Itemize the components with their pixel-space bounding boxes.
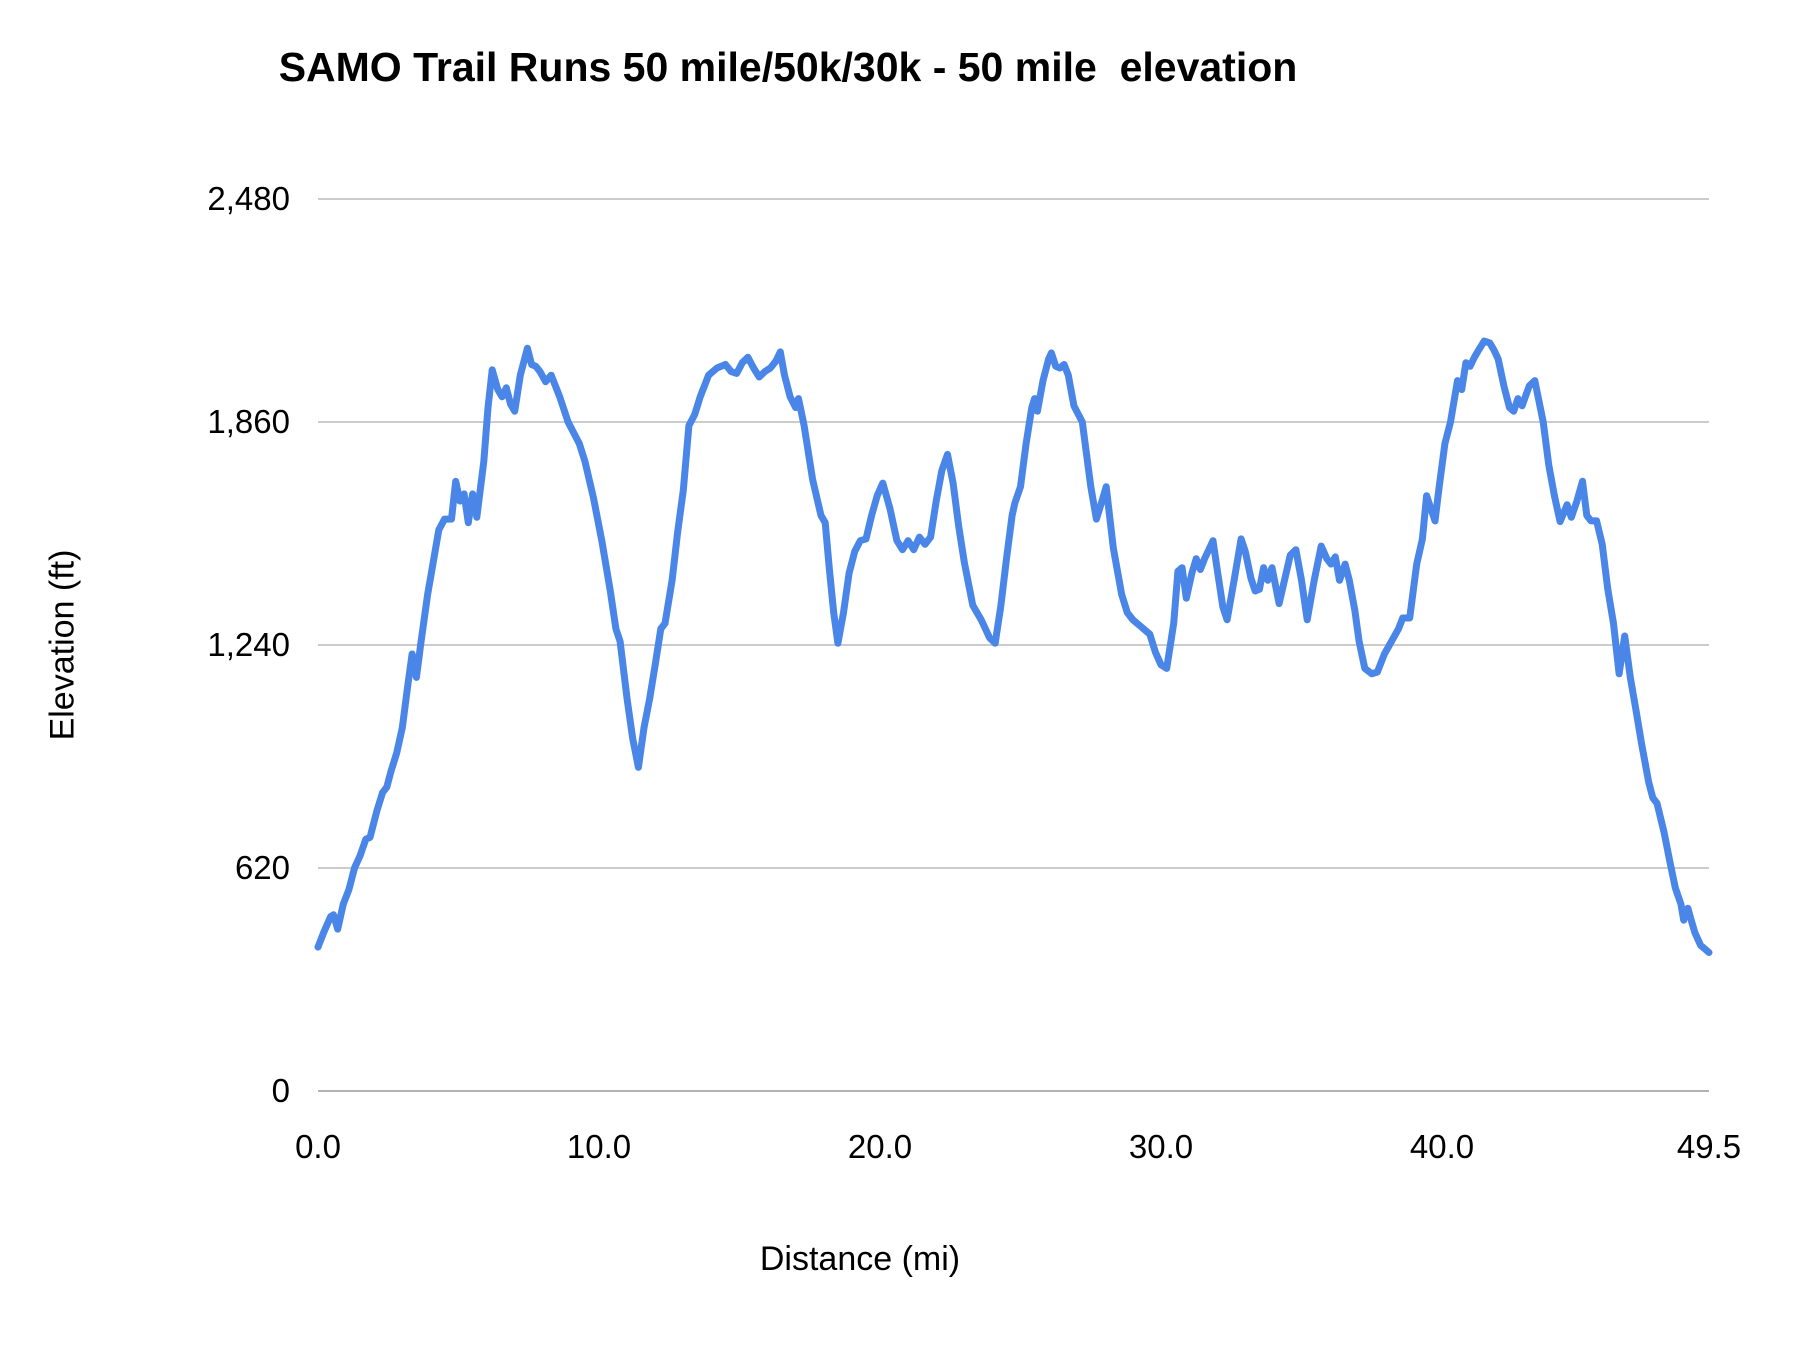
x-axis-title: Distance (mi) <box>759 1240 961 1278</box>
chart-title: SAMO Trail Runs 50 mile/50k/30k - 50 mil… <box>278 44 1298 90</box>
x-tick-label: 49.5 <box>1676 1128 1742 1165</box>
x-tick-label: 30.0 <box>1128 1128 1194 1165</box>
y-tick-label: 0 <box>271 1072 290 1109</box>
x-tick-label: 0.0 <box>295 1128 341 1165</box>
x-tick-label: 40.0 <box>1409 1128 1475 1165</box>
x-tick-label: 10.0 <box>566 1128 632 1165</box>
gridlines <box>318 198 1709 1092</box>
x-tick-label: 20.0 <box>847 1128 913 1165</box>
elevation-line <box>314 337 1713 956</box>
y-axis-title: Elevation (ft) <box>43 549 82 741</box>
y-tick-label: 1,860 <box>207 403 290 440</box>
y-tick-label: 620 <box>234 849 290 886</box>
y-tick-label: 2,480 <box>207 180 290 217</box>
y-tick-label: 1,240 <box>207 626 290 663</box>
